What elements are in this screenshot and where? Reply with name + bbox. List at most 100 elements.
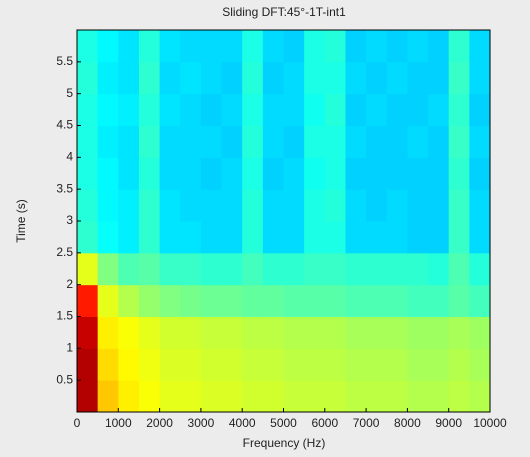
heat-cell <box>262 348 284 381</box>
heat-cell <box>428 316 450 349</box>
y-tick-label: 1.5 <box>56 309 73 323</box>
heat-cell <box>283 252 305 286</box>
heat-cell <box>428 284 450 317</box>
heat-cell <box>366 380 388 413</box>
heat-cell <box>118 30 140 63</box>
x-tick-label: 0 <box>74 416 81 430</box>
heat-cell <box>469 252 491 286</box>
heat-cell <box>138 221 161 254</box>
heat-cell <box>407 189 429 222</box>
heat-cell <box>366 284 388 317</box>
heat-cell <box>283 380 305 413</box>
heat-cell <box>77 125 99 158</box>
heat-cell <box>262 221 284 254</box>
heat-cell <box>180 348 202 381</box>
heat-cell <box>97 125 119 158</box>
heat-cell <box>386 284 408 317</box>
heat-cell <box>304 221 326 254</box>
heat-cell <box>200 61 223 95</box>
x-tick-label: 7000 <box>353 416 380 430</box>
heat-cell <box>428 252 450 286</box>
heat-cell <box>428 125 450 158</box>
heat-cell <box>138 61 161 95</box>
heat-cell <box>200 316 223 349</box>
heat-cell <box>304 157 326 190</box>
heat-cell <box>407 348 429 381</box>
heat-cell <box>221 30 243 63</box>
heat-cell <box>428 30 450 63</box>
heat-cell <box>366 348 388 381</box>
heat-cell <box>118 252 140 286</box>
heat-cell <box>262 284 284 317</box>
heat-cell <box>386 30 408 63</box>
heat-cell <box>283 221 305 254</box>
heat-cell <box>242 380 264 413</box>
heat-cell <box>200 93 223 126</box>
heat-cell <box>469 348 491 381</box>
heat-cell <box>97 316 119 349</box>
heat-cell <box>283 30 305 63</box>
heat-cell <box>386 316 408 349</box>
heat-cell <box>200 30 223 63</box>
x-tick-label: 3000 <box>188 416 215 430</box>
heat-cell <box>242 30 264 63</box>
heat-cell <box>180 30 202 63</box>
heat-cell <box>180 316 202 349</box>
heat-cell <box>386 125 408 158</box>
heat-cell <box>283 189 305 222</box>
x-tick-label: 10000 <box>473 416 507 430</box>
heat-cell <box>159 284 181 317</box>
heat-cell <box>448 284 470 317</box>
heat-cell <box>118 189 140 222</box>
heat-cell <box>159 252 181 286</box>
heat-cell <box>407 125 429 158</box>
y-axis-label: Time (s) <box>14 199 28 243</box>
heat-cell <box>221 189 243 222</box>
heat-cell <box>200 157 223 190</box>
y-tick-label: 2.5 <box>56 245 73 259</box>
heat-cell <box>324 252 346 286</box>
heat-cell <box>448 30 470 63</box>
heat-cell <box>448 125 470 158</box>
heat-cell <box>118 380 140 413</box>
heat-cell <box>448 348 470 381</box>
heat-cell <box>262 93 284 126</box>
heat-cell <box>304 189 326 222</box>
heat-cell <box>283 348 305 381</box>
x-tick-label: 2000 <box>146 416 173 430</box>
heat-cell <box>138 348 161 381</box>
heat-cell <box>97 157 119 190</box>
heat-cell <box>386 189 408 222</box>
y-tick-label: 5 <box>66 86 73 100</box>
heat-cell <box>304 30 326 63</box>
heat-cell <box>180 252 202 286</box>
heat-cell <box>138 125 161 158</box>
heat-cell <box>180 125 202 158</box>
heat-cell <box>138 380 161 413</box>
heat-cell <box>324 157 346 190</box>
heat-cell <box>345 93 367 126</box>
heat-cell <box>345 316 367 349</box>
heat-cell <box>304 316 326 349</box>
x-tick-label: 8000 <box>394 416 421 430</box>
heat-cell <box>242 189 264 222</box>
heat-cell <box>242 125 264 158</box>
heat-cell <box>159 157 181 190</box>
heat-cell <box>345 221 367 254</box>
heat-cell <box>221 316 243 349</box>
heat-cell <box>407 30 429 63</box>
heat-cell <box>469 61 491 95</box>
heat-cell <box>180 380 202 413</box>
heat-cell <box>345 284 367 317</box>
heat-cell <box>283 61 305 95</box>
heat-cell <box>242 93 264 126</box>
x-tick-label: 9000 <box>435 416 462 430</box>
heat-cell <box>262 125 284 158</box>
heat-cell <box>97 221 119 254</box>
heat-cell <box>469 221 491 254</box>
heat-cell <box>469 30 491 63</box>
heat-cell <box>324 284 346 317</box>
heat-cell <box>77 348 99 381</box>
heat-cell <box>180 284 202 317</box>
heat-cell <box>118 157 140 190</box>
